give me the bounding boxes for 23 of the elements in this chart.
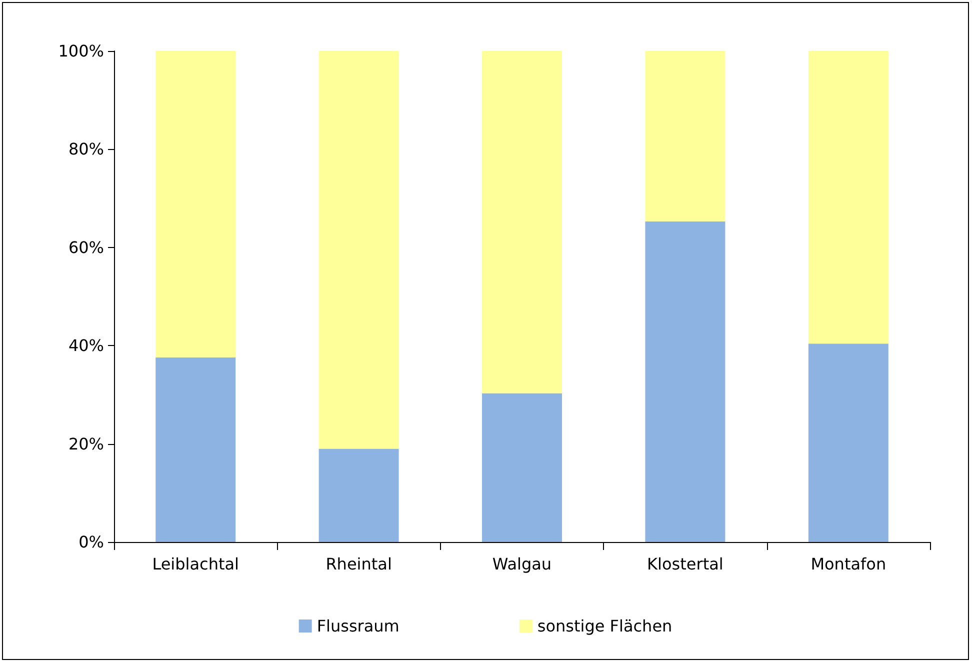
bar — [645, 221, 726, 542]
x-tick-label: Montafon — [810, 554, 886, 574]
bar — [808, 344, 888, 542]
bar — [808, 51, 888, 344]
y-tick-label: 40% — [68, 336, 104, 356]
bar — [482, 393, 562, 542]
y-tick-label: 100% — [58, 42, 104, 60]
y-tick-label: 60% — [68, 238, 104, 257]
legend-label: Flussraum — [316, 616, 400, 636]
bar — [645, 51, 726, 222]
bar — [156, 357, 236, 542]
bar — [318, 51, 399, 449]
y-tick-label: 80% — [68, 140, 104, 159]
bar — [156, 51, 236, 358]
x-tick-label: Rheintal — [326, 554, 392, 574]
legend-label: sonstige Flächen — [537, 616, 672, 636]
bar — [318, 448, 399, 542]
y-tick-label: 20% — [68, 434, 104, 454]
x-tick-label: Walgau — [492, 554, 552, 574]
bar — [482, 51, 562, 394]
y-tick-label: 0% — [78, 532, 104, 552]
x-tick-label: Leiblachtal — [152, 554, 239, 574]
x-tick-label: Klostertal — [647, 554, 724, 574]
